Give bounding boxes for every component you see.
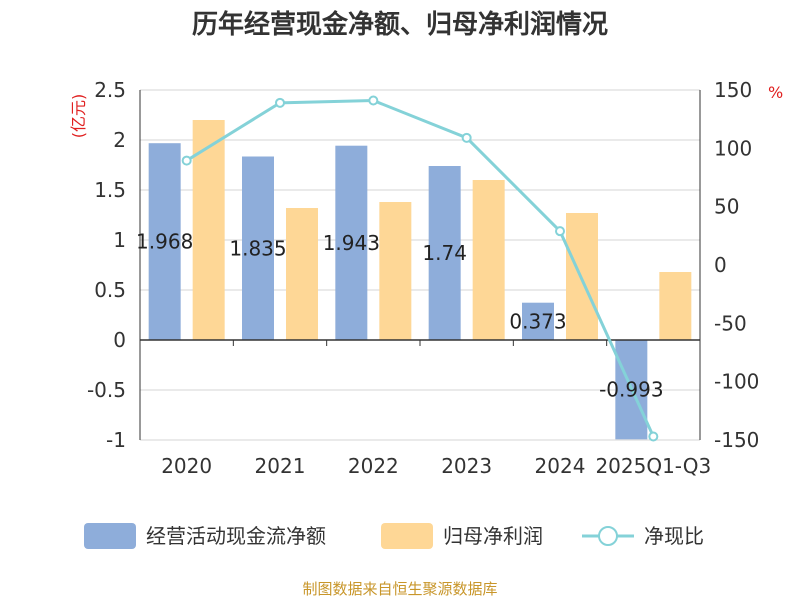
- source-note: 制图数据来自恒生聚源数据库: [302, 580, 497, 598]
- bar-net-profit: [659, 272, 692, 340]
- legend[interactable]: 经营活动现金流净额 归母净利润 净现比: [84, 523, 704, 549]
- line-point: [368, 95, 379, 106]
- bar-net-profit: [379, 202, 412, 340]
- legend-label-cash-flow: 经营活动现金流净额: [146, 524, 326, 548]
- right-tick-label: 50: [714, 195, 739, 219]
- bar-operating-cash-flow: [428, 166, 461, 340]
- left-tick-label: 2.5: [94, 78, 126, 102]
- data-label-operating-cash-flow: -0.993: [599, 378, 663, 402]
- x-tick-label: 2023: [441, 454, 492, 478]
- bar-operating-cash-flow: [148, 143, 181, 340]
- right-axis-unit: %: [768, 83, 783, 102]
- right-tick-label: 100: [714, 136, 752, 160]
- chart-title: 历年经营现金净额、归母净利润情况: [192, 9, 608, 40]
- left-tick-label: 1: [113, 228, 126, 252]
- bar-operating-cash-flow: [522, 302, 554, 340]
- legend-swatch-net-profit: [381, 523, 433, 549]
- data-label-operating-cash-flow: 1.943: [323, 231, 380, 255]
- right-tick-label: -150: [714, 428, 759, 452]
- legend-label-net-profit: 归母净利润: [443, 524, 543, 548]
- bar-net-profit: [286, 208, 318, 340]
- bar-operating-cash-flow: [242, 156, 274, 340]
- left-tick-label: 1.5: [94, 178, 126, 202]
- legend-swatch-marker: [598, 526, 618, 546]
- right-tick-label: -100: [714, 370, 759, 394]
- line-point: [181, 155, 192, 166]
- line-series: [181, 95, 659, 442]
- x-tick-label: 2025Q1-Q3: [595, 454, 711, 478]
- right-tick-label: 150: [714, 78, 752, 102]
- left-axis-unit: (亿元): [69, 94, 88, 139]
- axes: -1 -0.5 0 0.5 1 1.5 2 2.5 -150 -100 -50 0 50 100 150 20…: [87, 78, 759, 478]
- bar-net-profit: [192, 120, 225, 340]
- x-tick-label: 2020: [161, 454, 212, 478]
- left-tick-label: 0: [113, 328, 126, 352]
- x-tick-label: 2021: [255, 454, 306, 478]
- x-tick-label: 2022: [348, 454, 399, 478]
- line-point: [461, 132, 472, 143]
- line-point: [648, 431, 659, 442]
- bar-net-profit: [472, 180, 505, 340]
- legend-label-ratio: 净现比: [644, 524, 704, 548]
- right-tick-label: 0: [714, 253, 727, 277]
- left-tick-label: 0.5: [94, 278, 126, 302]
- line-point: [275, 97, 285, 108]
- legend-swatch-cash-flow: [84, 523, 136, 549]
- right-tick-label: -50: [714, 311, 747, 335]
- left-tick-label: -1: [106, 428, 126, 452]
- line-point: [555, 226, 565, 237]
- data-label-operating-cash-flow: 1.74: [422, 241, 467, 265]
- data-label-operating-cash-flow: 1.968: [136, 230, 193, 254]
- data-labels: 1.968 1.835 1.943 1.74 0.373 -0.993: [136, 230, 664, 402]
- data-label-operating-cash-flow: 1.835: [229, 236, 286, 260]
- line-net-cash-ratio: [185, 98, 655, 438]
- bar-marks: [148, 120, 692, 440]
- data-label-operating-cash-flow: 0.373: [509, 309, 566, 333]
- bar-operating-cash-flow: [335, 145, 368, 340]
- left-tick-label: -0.5: [87, 378, 126, 402]
- left-tick-label: 2: [113, 128, 126, 152]
- x-tick-label: 2024: [535, 454, 586, 478]
